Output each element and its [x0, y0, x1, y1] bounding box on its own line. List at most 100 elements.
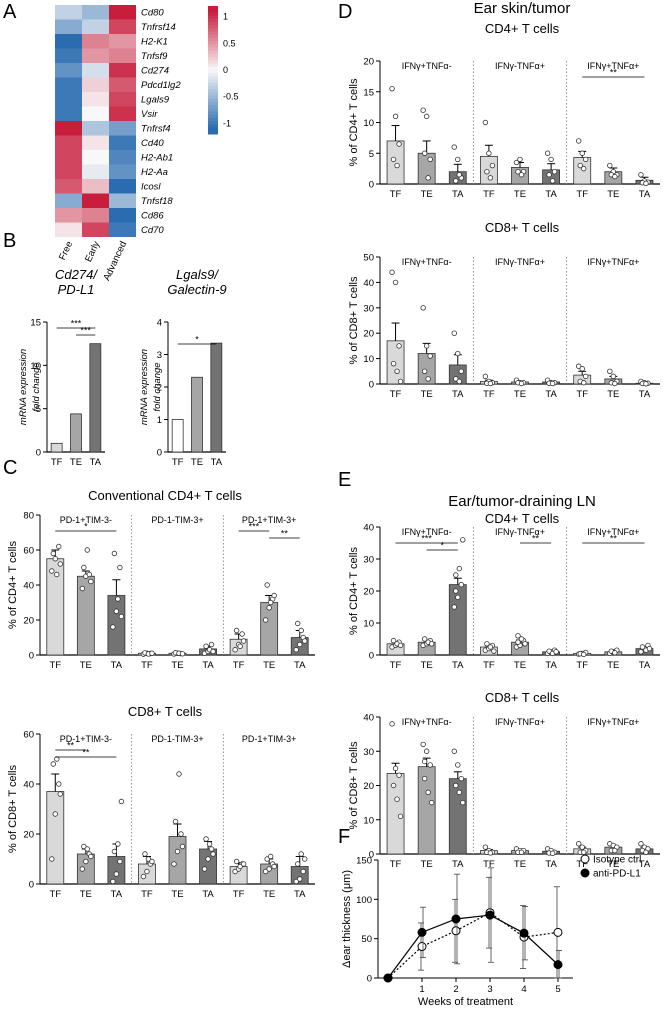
- heatmap-row-label: Lgals9: [141, 94, 170, 105]
- x-tick-label: TE: [191, 457, 203, 468]
- data-point: [295, 620, 301, 627]
- heatmap-row-label: Pdcd1lg2: [141, 80, 181, 91]
- colorbar-segment: [208, 114, 218, 119]
- series-marker: [417, 942, 427, 952]
- y-axis-label: % of CD4+ T cells: [7, 541, 19, 629]
- data-point: [515, 168, 521, 175]
- data-point: [553, 649, 559, 655]
- data-point: [390, 637, 397, 644]
- bar-chart-lgals9: 0 1 2 3 4 mRNA expression fold change Lgals9/Ga…: [139, 267, 227, 468]
- x-tick-label: TE: [421, 859, 433, 870]
- group-label: IFNγ+TNFα+: [587, 257, 639, 267]
- data-point: [551, 168, 558, 175]
- group-label: IFNγ+TNFα+: [587, 717, 639, 727]
- x-tick-label: TF: [390, 189, 402, 200]
- colorbar-segment: [208, 66, 218, 71]
- colorbar-segment: [208, 89, 218, 93]
- y-tick-label: 2: [157, 383, 162, 394]
- colorbar-segment: [208, 25, 218, 29]
- significance-label: **: [532, 534, 540, 544]
- colorbar-segment: [208, 105, 218, 109]
- data-point: [581, 849, 587, 855]
- chart-title: CD4+ T cells: [485, 21, 560, 36]
- x-tick-label: TF: [233, 660, 245, 671]
- bar-chart-c-cd4: 0 20 40 60 80 % of CD4+ T cells Conventional C…: [7, 488, 315, 671]
- data-point: [453, 588, 459, 594]
- x-tick-label: TE: [80, 889, 92, 900]
- data-point: [208, 846, 215, 852]
- heatmap-row-label: Cd70: [141, 225, 164, 236]
- heatmap-cell: [82, 19, 109, 34]
- x-tick-label: TF: [49, 660, 61, 671]
- data-point: [486, 150, 492, 156]
- data-point: [118, 798, 125, 805]
- y-tick-label: 0: [29, 880, 34, 891]
- heatmap-cell: [109, 222, 136, 237]
- chart-title: PD-L1: [58, 282, 95, 297]
- data-point: [240, 861, 247, 867]
- y-tick-label: 0: [29, 651, 34, 662]
- panel-label-f: F: [338, 826, 350, 848]
- heatmap-cell: [55, 77, 82, 92]
- data-point: [427, 156, 433, 163]
- data-point: [300, 868, 306, 875]
- data-point: [579, 844, 585, 850]
- x-tick-label: TE: [607, 660, 619, 671]
- data-point: [451, 330, 457, 336]
- colorbar-segment: [208, 6, 218, 10]
- data-point: [118, 613, 125, 620]
- data-point: [110, 878, 116, 885]
- data-point: [420, 305, 426, 311]
- data-point: [427, 762, 433, 768]
- colorbar-segment: [208, 15, 218, 20]
- x-tick-label: TF: [483, 660, 495, 671]
- colorbar-tick-label: -0.5: [223, 92, 239, 102]
- data-point: [115, 841, 121, 847]
- group-label: IFNγ-TNFα+: [495, 717, 545, 727]
- data-point: [583, 156, 589, 163]
- x-tick-label: TE: [263, 660, 275, 671]
- y-tick-label: 30: [363, 555, 374, 566]
- heatmap-cell: [55, 164, 82, 179]
- data-point: [84, 846, 91, 852]
- colorbar-segment: [208, 82, 218, 87]
- data-point: [81, 843, 87, 850]
- colorbar-segment: [208, 121, 218, 125]
- bar-chart-d-cd8: 0 10 20 30 40 50 % of CD8+ T cells CD8+ T cells…: [348, 220, 660, 400]
- data-point: [145, 856, 152, 862]
- bar: [89, 343, 102, 453]
- colorbar-segment: [208, 50, 218, 55]
- x-tick-label: TA: [202, 889, 214, 900]
- heatmap-cell: [109, 208, 136, 223]
- y-tick-label: 5: [36, 404, 41, 415]
- data-point: [515, 633, 521, 639]
- heatmap-row-label: H2-K1: [141, 36, 168, 47]
- heatmap-col-label: Early: [83, 239, 102, 263]
- data-point: [579, 150, 585, 156]
- data-point: [576, 841, 582, 847]
- colorbar-segment: [208, 79, 218, 84]
- data-point: [149, 650, 155, 656]
- data-point: [548, 156, 554, 163]
- colorbar-segment: [208, 63, 218, 68]
- heatmap-cell: [109, 164, 136, 179]
- data-point: [515, 639, 521, 645]
- bar-chart-e-cd4: 0 10 20 30 40 % of CD4+ T cells Ear/tumor-drai…: [348, 493, 660, 671]
- data-point: [451, 748, 457, 754]
- y-tick-label: 80: [23, 511, 34, 522]
- colorbar-segment: [208, 108, 218, 113]
- colorbar-tick-label: -1: [223, 118, 231, 128]
- heatmap-row-label: Cd86: [141, 210, 164, 221]
- heatmap-cell: [109, 48, 136, 63]
- data-point: [487, 644, 494, 650]
- data-point: [517, 156, 523, 163]
- x-tick-label: TF: [172, 457, 184, 468]
- data-point: [389, 85, 395, 92]
- data-point: [392, 113, 399, 120]
- data-point: [394, 796, 400, 802]
- y-tick-label: 60: [23, 546, 34, 557]
- y-tick-label: 150: [356, 856, 372, 867]
- data-point: [396, 343, 402, 349]
- data-point: [111, 848, 118, 855]
